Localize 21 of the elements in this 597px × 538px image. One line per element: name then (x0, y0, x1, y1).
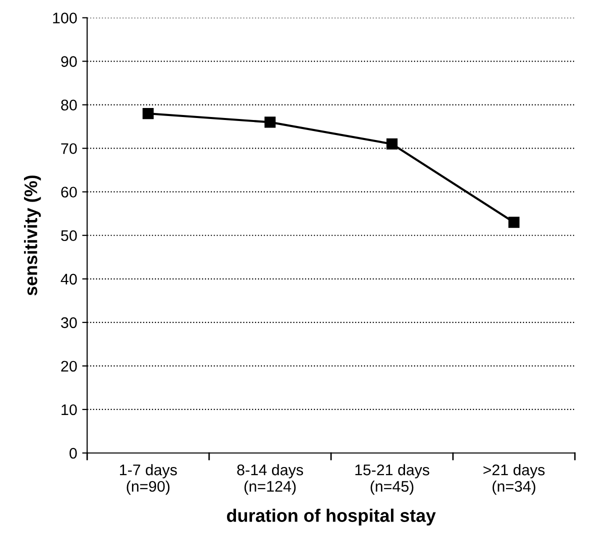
y-tick-label: 0 (70, 448, 77, 459)
y-tick-label: 70 (61, 143, 77, 154)
x-tick-label: 15-21 days (n=45) (355, 464, 430, 495)
y-tick-label: 40 (60, 274, 77, 285)
y-axis-title: sensitivity (%) (24, 176, 41, 296)
y-tick-label: 30 (61, 317, 77, 328)
y-tick-label: 10 (62, 404, 77, 416)
y-tick-label: 80 (61, 100, 77, 110)
point (142, 108, 154, 120)
point (264, 116, 276, 128)
x-axis-title: duration of hospital stay (226, 508, 436, 526)
y-tick-label: 90 (61, 56, 77, 67)
point (386, 138, 398, 150)
point (508, 216, 520, 228)
y-tick-label: 60 (61, 186, 77, 198)
y-tick-label: 20 (61, 360, 77, 372)
x-tick-label: >21 days (n=34) (483, 464, 545, 495)
y-tick-label: 50 (61, 230, 77, 242)
x-tick-label: 8-14 days (n=124) (237, 464, 304, 495)
x-tick-label: 1-7 days (n=90) (120, 464, 177, 495)
y-tick-label: 100 (53, 12, 77, 24)
